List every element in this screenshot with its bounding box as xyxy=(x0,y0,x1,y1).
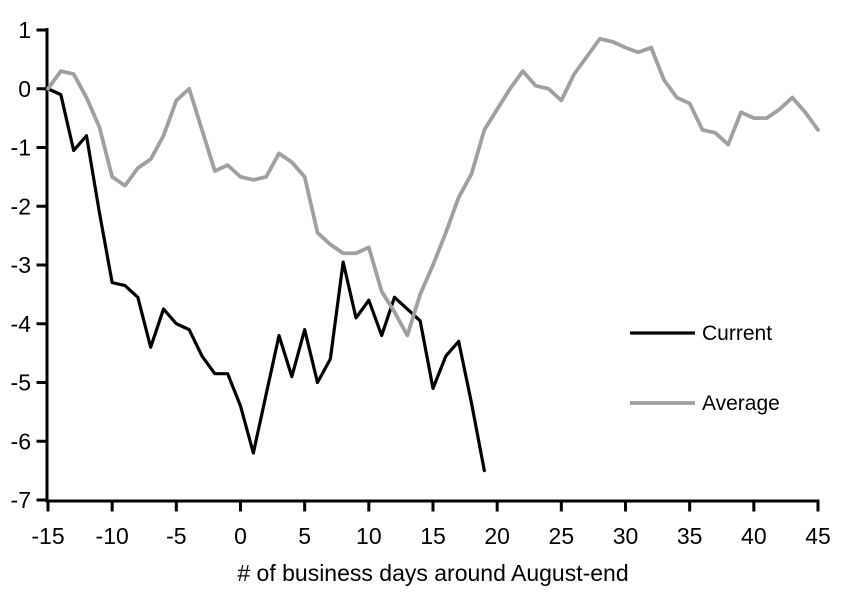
tick-labels: 10-1-2-3-4-5-6-7-15 -10 -5 0 5 10 15 20 25 30 35 40… xyxy=(11,17,831,549)
x-tick-label: 35 xyxy=(677,523,703,549)
current-line xyxy=(46,87,486,473)
x-tick-label: 15 xyxy=(420,523,446,549)
y-tick-label: -6 xyxy=(11,428,31,454)
series-lines xyxy=(46,36,820,473)
y-tick-label: -2 xyxy=(11,193,31,219)
axes xyxy=(36,28,820,512)
x-tick-label: 5 xyxy=(298,523,311,549)
legend: Current Average xyxy=(630,322,780,415)
average-line xyxy=(46,36,820,338)
y-tick-label: 0 xyxy=(18,76,31,102)
legend-label-average: Average xyxy=(702,392,780,415)
x-tick-label: 10 xyxy=(356,523,382,549)
x-tick-label: 25 xyxy=(549,523,575,549)
x-tick-label: 40 xyxy=(741,523,767,549)
legend-item-current: Current xyxy=(630,322,772,345)
y-tick-label: 1 xyxy=(18,17,31,43)
x-tick-label: 0 xyxy=(234,523,247,549)
y-axis-ticks xyxy=(36,28,46,502)
x-axis-ticks xyxy=(46,502,820,512)
x-tick-label: 45 xyxy=(805,523,831,549)
x-tick-label: -15 xyxy=(31,523,64,549)
y-tick-label: -4 xyxy=(11,311,32,337)
x-tick-label: -10 xyxy=(96,523,129,549)
x-tick-label: 30 xyxy=(613,523,639,549)
y-tick-label: -7 xyxy=(11,487,31,513)
y-tick-label: -3 xyxy=(11,252,31,278)
x-tick-label: 20 xyxy=(484,523,510,549)
x-axis-title: # of business days around August-end xyxy=(237,560,628,586)
x-tick-label: -5 xyxy=(166,523,186,549)
y-tick-label: -5 xyxy=(11,370,31,396)
legend-label-current: Current xyxy=(702,322,772,345)
legend-item-average: Average xyxy=(630,392,780,415)
y-tick-label: -1 xyxy=(11,135,31,161)
